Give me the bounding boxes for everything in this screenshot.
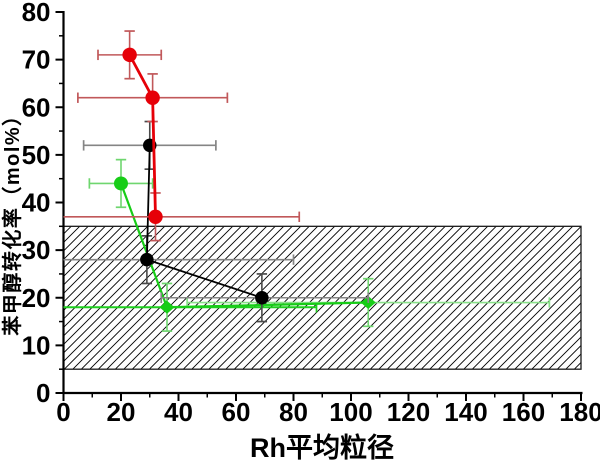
y-tick-label: 0	[36, 378, 50, 408]
x-tick-label: 100	[329, 397, 372, 427]
series-red-marker	[148, 209, 163, 224]
x-tick-label: 80	[279, 397, 308, 427]
x-tick-label: 160	[502, 397, 545, 427]
series-green-marker	[159, 300, 175, 314]
y-tick-label: 80	[22, 0, 51, 27]
y-tick-label: 50	[22, 140, 51, 170]
x-tick-label: 20	[107, 397, 136, 427]
y-axis-title: 苯甲醇转化率（mol%）	[0, 104, 24, 336]
x-tick-label: 140	[444, 397, 487, 427]
plot-area: 0 20 40 60 80 100 120 140 160 180 0 10 20 30 40 50 60 70 8…	[22, 0, 600, 427]
x-tick-label: 120	[387, 397, 430, 427]
y-tick-label: 30	[22, 235, 51, 265]
series-black-marker	[140, 252, 154, 267]
x-tick-label: 180	[559, 397, 600, 427]
x-axis-title: Rh平均粒径	[250, 433, 394, 463]
x-tick-label: 40	[164, 397, 193, 427]
y-tick-label: 20	[22, 283, 51, 313]
series-red-marker	[145, 90, 160, 105]
x-tick-label: 0	[56, 397, 70, 427]
y-tick-label: 60	[22, 92, 51, 122]
x-tick-label: 60	[222, 397, 251, 427]
y-tick-label: 70	[22, 45, 51, 75]
y-tick-label: 40	[22, 188, 51, 218]
series-black-marker	[255, 291, 269, 305]
series-green-marker	[114, 176, 128, 191]
y-tick-label: 10	[22, 330, 51, 360]
series-red-marker	[122, 47, 137, 63]
